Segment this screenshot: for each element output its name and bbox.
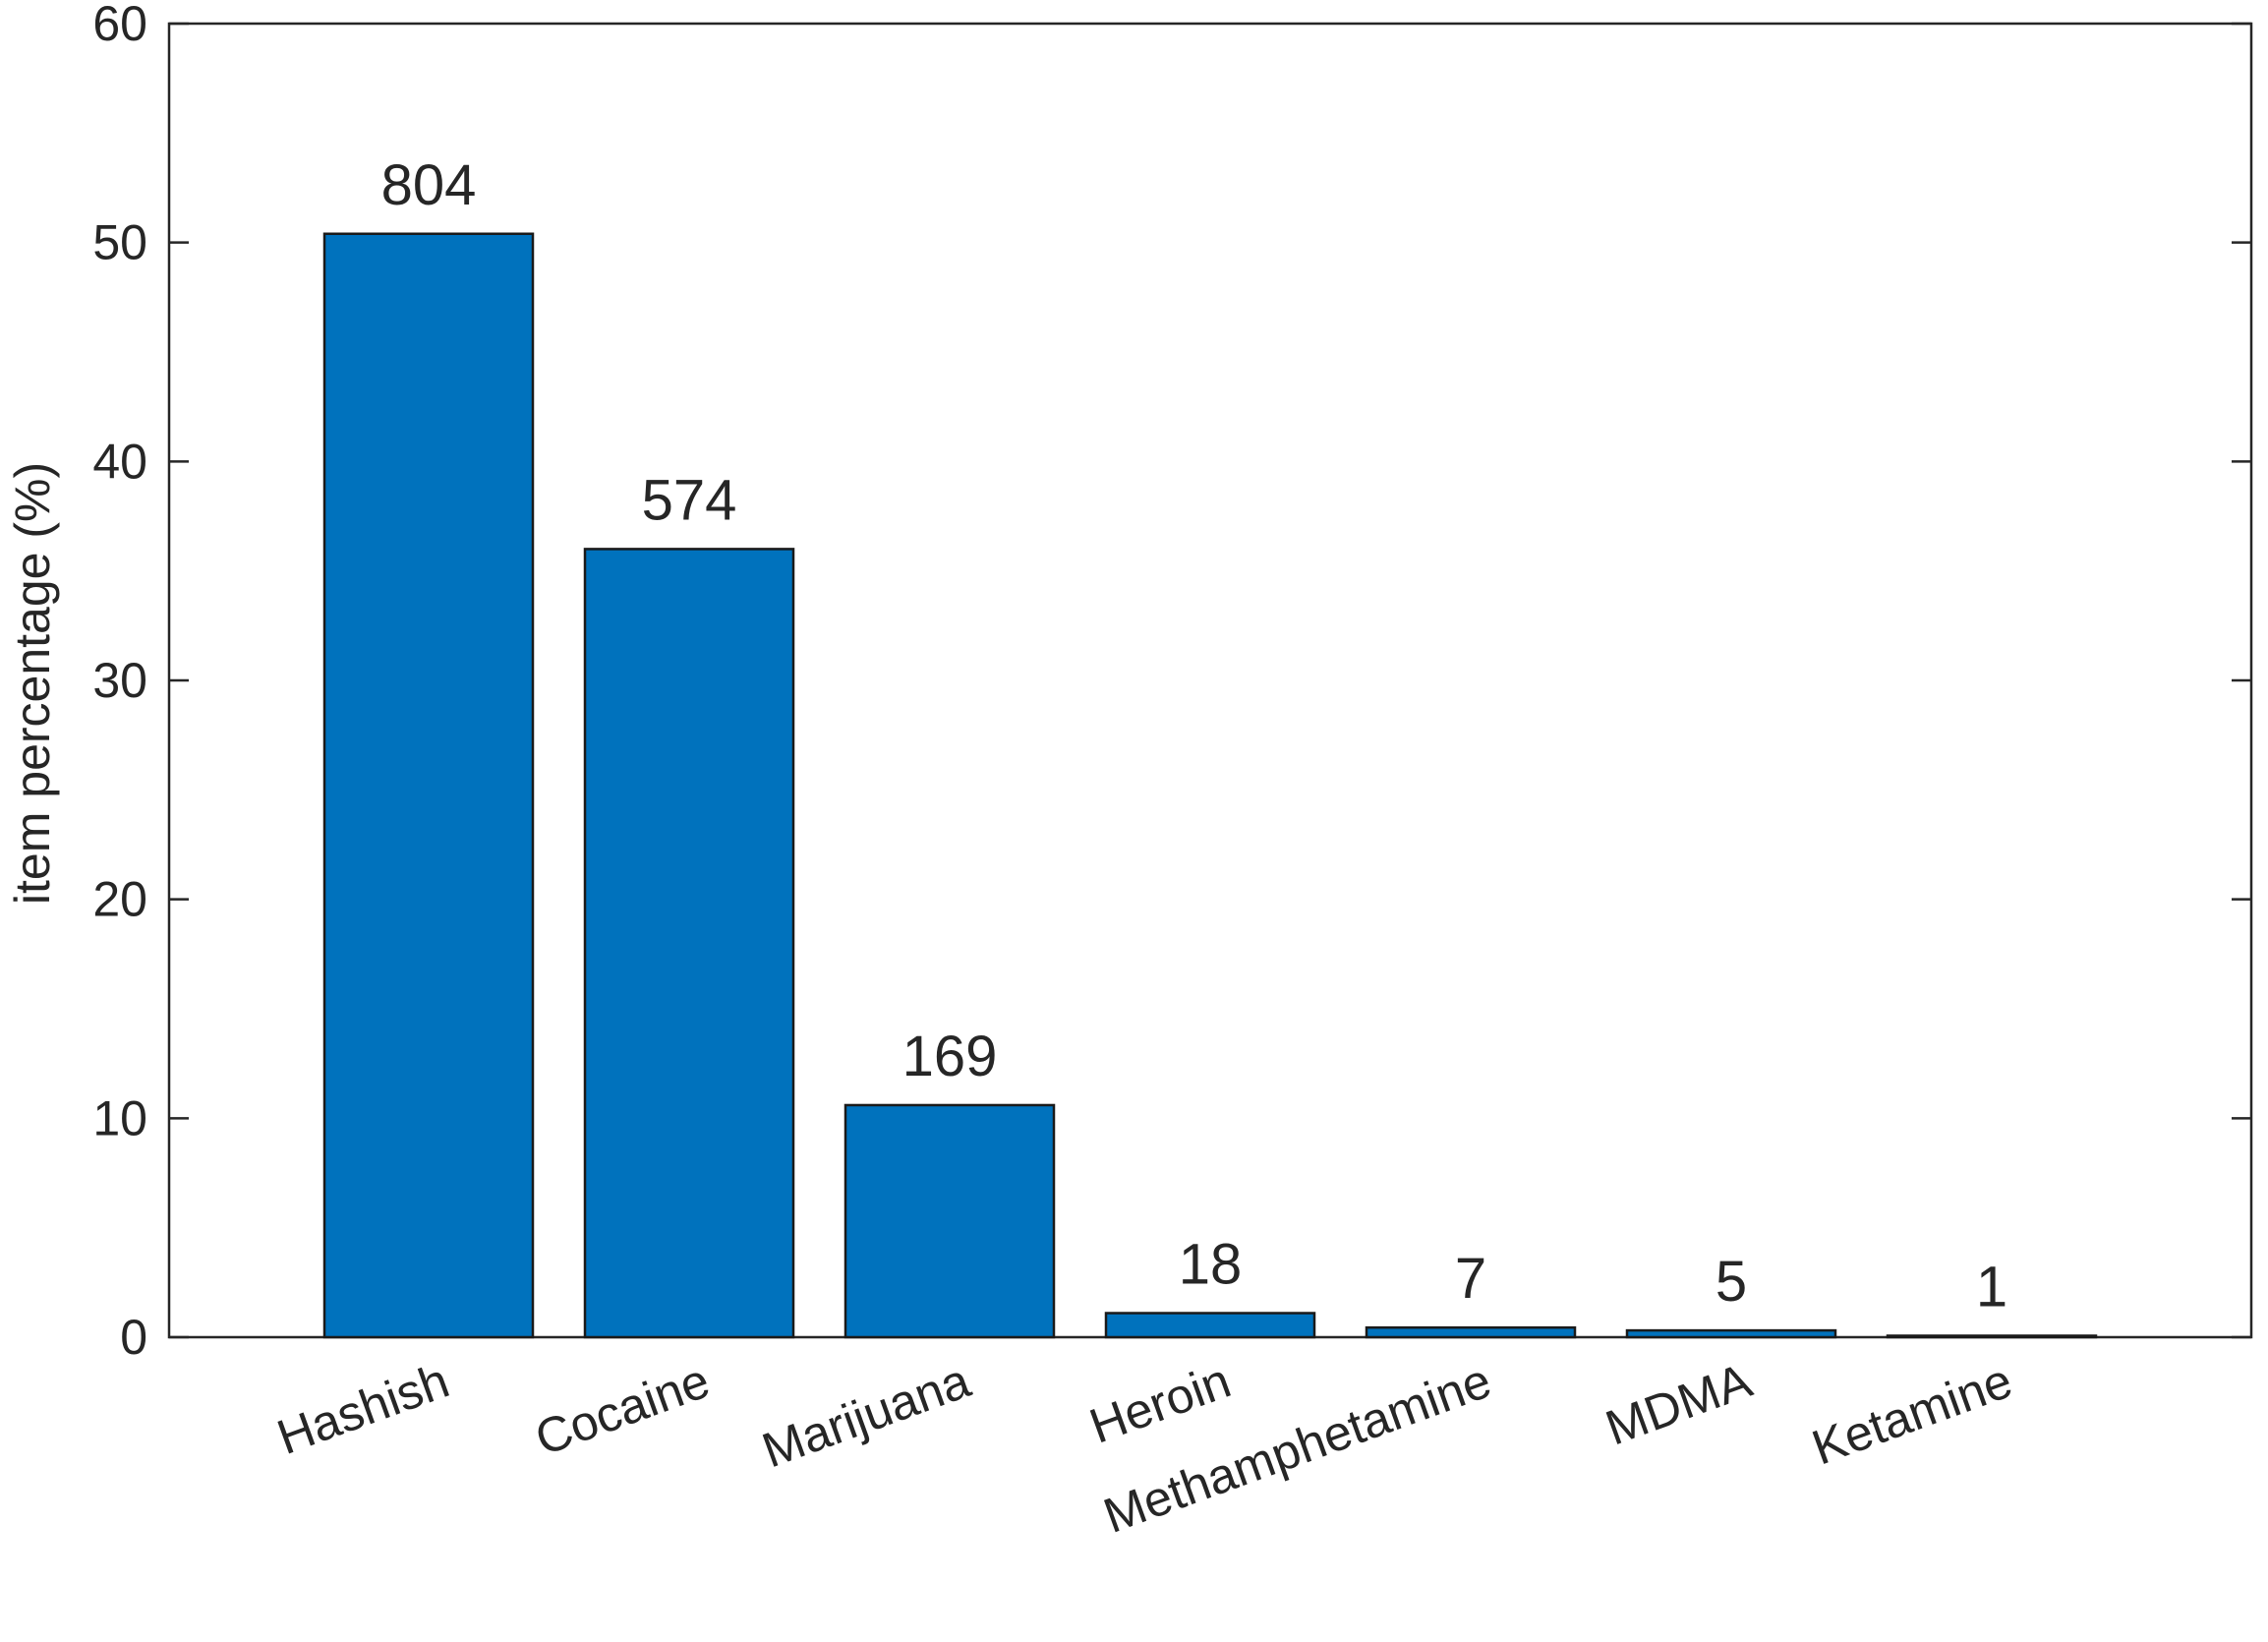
- data-label-methamphetamine: 7: [1455, 1247, 1486, 1311]
- bars: [322, 232, 2098, 1339]
- y-tick-label: 0: [120, 1310, 147, 1365]
- bar-marijuana: [843, 1103, 1056, 1339]
- data-label-heroin: 18: [1179, 1233, 1243, 1297]
- bar-ketamine: [1886, 1334, 2098, 1339]
- data-label-marijuana: 169: [902, 1025, 998, 1088]
- data-label-cocaine: 574: [642, 468, 737, 532]
- x-tick-label-cocaine: Cocaine: [528, 1353, 717, 1466]
- bar-cocaine: [583, 548, 795, 1339]
- y-tick-label: 40: [92, 434, 147, 489]
- x-tick-label-ketamine: Ketamine: [1805, 1353, 2019, 1476]
- x-tick-label-mdma: MDMA: [1599, 1352, 1759, 1455]
- y-tick-label: 50: [92, 215, 147, 270]
- data-labels: 804 574 169 18 7 5 1: [381, 153, 2008, 1319]
- x-tick-label-heroin: Heroin: [1082, 1353, 1238, 1454]
- bar-heroin: [1104, 1312, 1316, 1339]
- y-tick-label: 30: [92, 653, 147, 708]
- y-axis-ticks: 0 10 20 30 40 50 60: [92, 0, 2251, 1365]
- x-tick-label-hashish: Hashish: [270, 1353, 456, 1465]
- bar-hashish: [322, 232, 535, 1339]
- y-tick-label: 20: [92, 872, 147, 927]
- bar-mdma: [1625, 1328, 1837, 1339]
- data-label-hashish: 804: [381, 153, 477, 217]
- x-axis-labels: Hashish Cocaine Marijuana HeroinMethampheta…: [270, 1352, 2019, 1543]
- y-tick-label: 60: [92, 0, 147, 51]
- x-tick-label-marijuana: Marijuana: [755, 1353, 977, 1479]
- data-label-ketamine: 1: [1976, 1256, 2007, 1319]
- bar-methamphetamine: [1365, 1325, 1577, 1339]
- data-label-mdma: 5: [1716, 1250, 1747, 1314]
- y-axis-label: item percentage (%): [5, 462, 60, 905]
- y-tick-label: 10: [92, 1090, 147, 1145]
